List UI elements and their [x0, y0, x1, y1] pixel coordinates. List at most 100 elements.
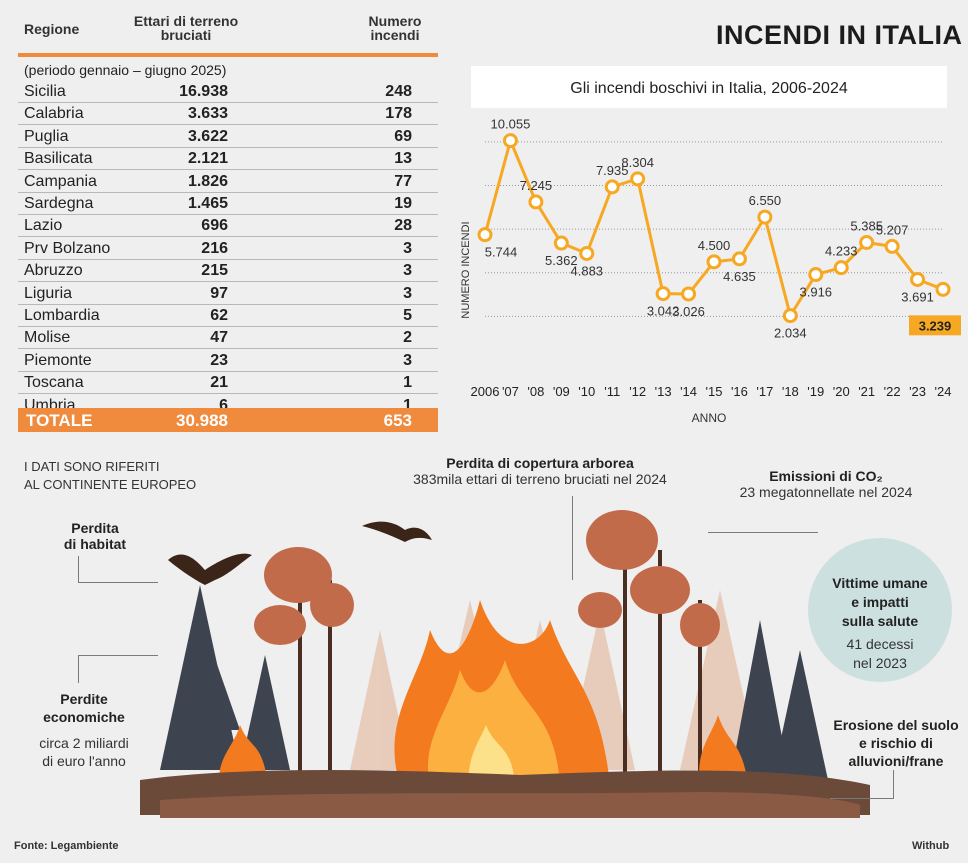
- data-point: [502, 133, 518, 149]
- emissions-text: 23 megatonnellate nel 2024: [739, 484, 913, 500]
- fires-line-chart: Gli incendi boschivi in Italia, 2006-202…: [460, 66, 961, 425]
- habitat-line1: Perdita: [71, 520, 119, 536]
- col-header-hectares: Ettari di terreno bruciati: [133, 13, 239, 43]
- data-label: 7.245: [520, 178, 553, 193]
- hectares-cell: 23: [210, 351, 228, 369]
- total-label: TOTALE: [26, 411, 93, 430]
- victims-line4: 41 decessi: [846, 636, 914, 652]
- data-point: [935, 281, 951, 297]
- data-point: [604, 179, 620, 195]
- erosion-label: Erosione del suolo e rischio di alluvion…: [826, 716, 966, 770]
- x-tick-label: '19: [807, 384, 824, 399]
- hectares-cell: 3.633: [187, 105, 228, 123]
- x-tick-label: '09: [553, 384, 570, 399]
- economic-pointer: [78, 655, 79, 683]
- fires-cell: 2: [403, 329, 412, 347]
- x-tick-label: '22: [884, 384, 901, 399]
- data-label: 3.916: [800, 285, 833, 300]
- page-title: INCENDI IN ITALIA: [716, 20, 963, 50]
- total-fires: 653: [383, 411, 412, 430]
- x-tick-label: '13: [655, 384, 672, 399]
- data-scope-note: I DATI SONO RIFERITI AL CONTINENTE EUROP…: [24, 458, 196, 494]
- fires-cell: 19: [394, 195, 412, 212]
- region-cell: Toscana: [24, 374, 84, 392]
- col-header-fires: Numero incendi: [368, 13, 422, 43]
- victims-line5: nel 2023: [853, 655, 907, 671]
- economic-line4: di euro l'anno: [42, 753, 126, 769]
- data-point: [757, 209, 773, 225]
- table-row: Prv Bolzano 216 3: [18, 237, 438, 260]
- victims-line2: e impatti: [851, 594, 909, 610]
- data-label: 3.691: [901, 289, 934, 304]
- data-point: [630, 171, 646, 187]
- fires-cell: 178: [385, 105, 412, 123]
- regional-fires-table: Regione Ettari di terreno bruciati Numer…: [18, 10, 438, 434]
- bird-icon: [168, 553, 252, 585]
- table-row: Campania 1.826 77: [18, 170, 438, 193]
- data-scope-note-line1: I DATI SONO RIFERITI: [24, 459, 160, 474]
- erosion-pointer-h: [830, 798, 894, 799]
- region-cell: Calabria: [24, 105, 84, 123]
- data-label: 5.362: [545, 253, 578, 268]
- fires-cell: 1: [403, 374, 412, 392]
- data-label: 4.883: [571, 263, 604, 278]
- hectares-cell: 1.465: [187, 195, 228, 212]
- table-row: Puglia 3.622 69: [18, 125, 438, 148]
- data-point: [553, 235, 569, 251]
- erosion-line2: e rischio di: [859, 735, 933, 751]
- data-label: 3.042: [647, 304, 680, 319]
- emissions-title: Emissioni di CO₂: [769, 468, 883, 484]
- x-tick-label: '20: [833, 384, 850, 399]
- region-cell: Abruzzo: [24, 262, 83, 280]
- economic-line1: Perdite: [60, 691, 108, 707]
- habitat-pointer-h: [78, 582, 158, 583]
- data-point: [477, 227, 493, 243]
- x-tick-label: '14: [680, 384, 697, 399]
- hectares-cell: 21: [210, 374, 228, 392]
- victims-line3: sulla salute: [841, 613, 919, 629]
- x-tick-label: '17: [756, 384, 773, 399]
- region-cell: Molise: [24, 329, 71, 347]
- data-label: 4.233: [825, 244, 858, 259]
- region-cell: Sardegna: [24, 195, 94, 212]
- data-point: [808, 267, 824, 283]
- table-row: Lazio 696 28: [18, 214, 438, 238]
- hectares-cell: 1.826: [187, 172, 228, 190]
- x-tick-label: '23: [909, 384, 926, 399]
- table-period: (periodo gennaio – giugno 2025): [24, 62, 227, 78]
- ground-layer: [160, 792, 860, 818]
- hectares-cell: 696: [201, 217, 228, 235]
- x-tick-label: '08: [527, 384, 544, 399]
- region-cell: Lombardia: [24, 307, 100, 324]
- fires-cell: 13: [394, 150, 412, 168]
- tree-cover-pointer: [572, 496, 573, 580]
- tree-cover-title: Perdita di copertura arborea: [446, 455, 634, 471]
- highlight-box: [909, 315, 961, 336]
- habitat-pointer: [78, 556, 79, 582]
- data-scope-note-line2: AL CONTINENTE EUROPEO: [24, 477, 197, 492]
- fires-cell: 69: [394, 127, 412, 145]
- region-cell: Basilicata: [24, 150, 93, 168]
- region-cell: Puglia: [24, 127, 69, 145]
- fires-cell: 3: [403, 262, 412, 280]
- data-point: [910, 271, 926, 287]
- x-tick-label: '12: [629, 384, 646, 399]
- table-row: Basilicata 2.121 13: [18, 147, 438, 171]
- fires-cell: 3: [403, 351, 412, 369]
- data-point: [833, 260, 849, 276]
- x-tick-label: '07: [502, 384, 519, 399]
- data-label: 3.026: [672, 304, 705, 319]
- victims-circle: [808, 538, 952, 682]
- chart-title-box: [471, 66, 947, 108]
- hectares-cell: 16.938: [179, 83, 228, 100]
- x-tick-label: '10: [578, 384, 595, 399]
- victims-label: Vittime umane e impatti sulla salute 41 …: [820, 574, 940, 673]
- hectares-cell: 3.622: [187, 127, 228, 145]
- data-point: [706, 254, 722, 270]
- dark-conifers: [160, 585, 828, 780]
- data-point: [579, 245, 595, 261]
- data-label: 10.055: [491, 117, 531, 132]
- x-tick-label: '18: [782, 384, 799, 399]
- region-cell: Liguria: [24, 284, 73, 302]
- data-point: [731, 251, 747, 267]
